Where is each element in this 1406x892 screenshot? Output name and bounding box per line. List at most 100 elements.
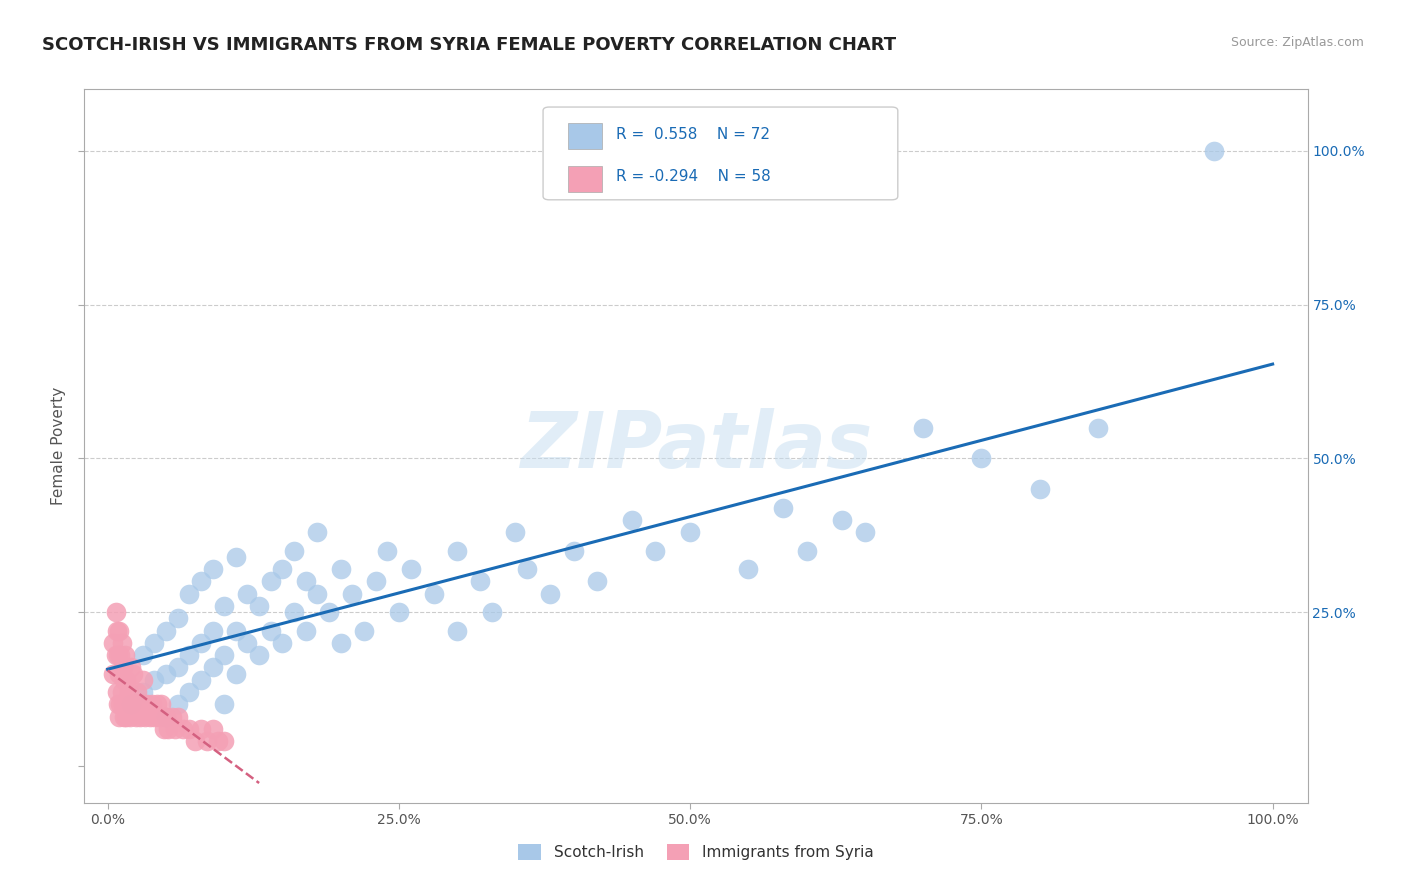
Point <box>294 624 316 638</box>
Point <box>201 722 224 736</box>
Text: ZIPatlas: ZIPatlas <box>520 408 872 484</box>
Point <box>124 709 146 723</box>
Point <box>131 685 153 699</box>
Point <box>225 666 247 681</box>
Point <box>184 734 207 748</box>
Point <box>134 709 156 723</box>
Point <box>166 611 188 625</box>
Point <box>107 698 129 712</box>
Point <box>166 698 188 712</box>
Y-axis label: Female Poverty: Female Poverty <box>51 387 66 505</box>
Point <box>108 624 131 638</box>
Point <box>115 673 138 687</box>
Point <box>294 574 316 589</box>
Point <box>353 624 375 638</box>
Point <box>586 574 609 589</box>
Point <box>138 709 160 723</box>
FancyBboxPatch shape <box>568 123 602 149</box>
Point <box>796 543 818 558</box>
Point <box>853 525 876 540</box>
Point <box>737 562 759 576</box>
Point <box>114 648 136 662</box>
Point <box>117 685 139 699</box>
Point <box>166 660 188 674</box>
Point <box>148 709 170 723</box>
Point <box>155 624 177 638</box>
Point <box>143 709 166 723</box>
Point <box>136 698 159 712</box>
Point <box>179 648 201 662</box>
Legend: Scotch-Irish, Immigrants from Syria: Scotch-Irish, Immigrants from Syria <box>512 838 880 866</box>
Point <box>620 513 643 527</box>
Point <box>131 648 153 662</box>
Point <box>117 698 139 712</box>
Point <box>111 685 134 699</box>
Point <box>516 562 538 576</box>
Point <box>190 636 212 650</box>
Point <box>104 648 127 662</box>
Point <box>190 722 212 736</box>
Point <box>271 562 294 576</box>
Point <box>111 636 134 650</box>
Point <box>103 666 125 681</box>
Point <box>122 666 145 681</box>
Point <box>446 543 468 558</box>
Point <box>103 636 125 650</box>
Point <box>307 525 329 540</box>
Point <box>329 562 352 576</box>
Point <box>111 698 134 712</box>
Point <box>538 587 561 601</box>
Point <box>157 722 180 736</box>
Point <box>120 698 142 712</box>
Point <box>115 709 138 723</box>
Point <box>110 698 132 712</box>
Point <box>108 709 131 723</box>
Point <box>155 709 177 723</box>
Point <box>195 734 218 748</box>
Point <box>831 513 853 527</box>
Point <box>201 562 224 576</box>
Point <box>307 587 329 601</box>
Point <box>236 636 259 650</box>
Point <box>970 451 993 466</box>
Point <box>212 698 235 712</box>
Point <box>150 698 173 712</box>
Point <box>207 734 229 748</box>
Point <box>114 698 136 712</box>
Point <box>179 685 201 699</box>
Point <box>912 420 935 434</box>
Point <box>125 685 148 699</box>
Point <box>423 587 446 601</box>
Point <box>152 722 174 736</box>
Point <box>166 709 188 723</box>
Point <box>112 709 135 723</box>
Point <box>212 734 235 748</box>
Point <box>342 587 364 601</box>
Point <box>105 685 128 699</box>
Point <box>562 543 585 558</box>
Point <box>155 666 177 681</box>
Point <box>118 709 141 723</box>
Point <box>247 648 270 662</box>
Point <box>165 722 187 736</box>
Point <box>112 673 135 687</box>
Point <box>271 636 294 650</box>
Point <box>283 543 305 558</box>
Text: R = -0.294    N = 58: R = -0.294 N = 58 <box>616 169 772 185</box>
Point <box>283 605 305 619</box>
Text: R =  0.558    N = 72: R = 0.558 N = 72 <box>616 127 770 142</box>
Point <box>318 605 340 619</box>
Point <box>201 624 224 638</box>
Point <box>679 525 702 540</box>
Text: SCOTCH-IRISH VS IMMIGRANTS FROM SYRIA FEMALE POVERTY CORRELATION CHART: SCOTCH-IRISH VS IMMIGRANTS FROM SYRIA FE… <box>42 36 896 54</box>
Point <box>201 660 224 674</box>
Point <box>145 698 167 712</box>
Point <box>160 709 183 723</box>
Point <box>212 599 235 613</box>
Point <box>644 543 666 558</box>
Point <box>143 636 166 650</box>
Point <box>129 709 152 723</box>
Point <box>141 698 163 712</box>
Point <box>212 648 235 662</box>
Point <box>131 698 153 712</box>
